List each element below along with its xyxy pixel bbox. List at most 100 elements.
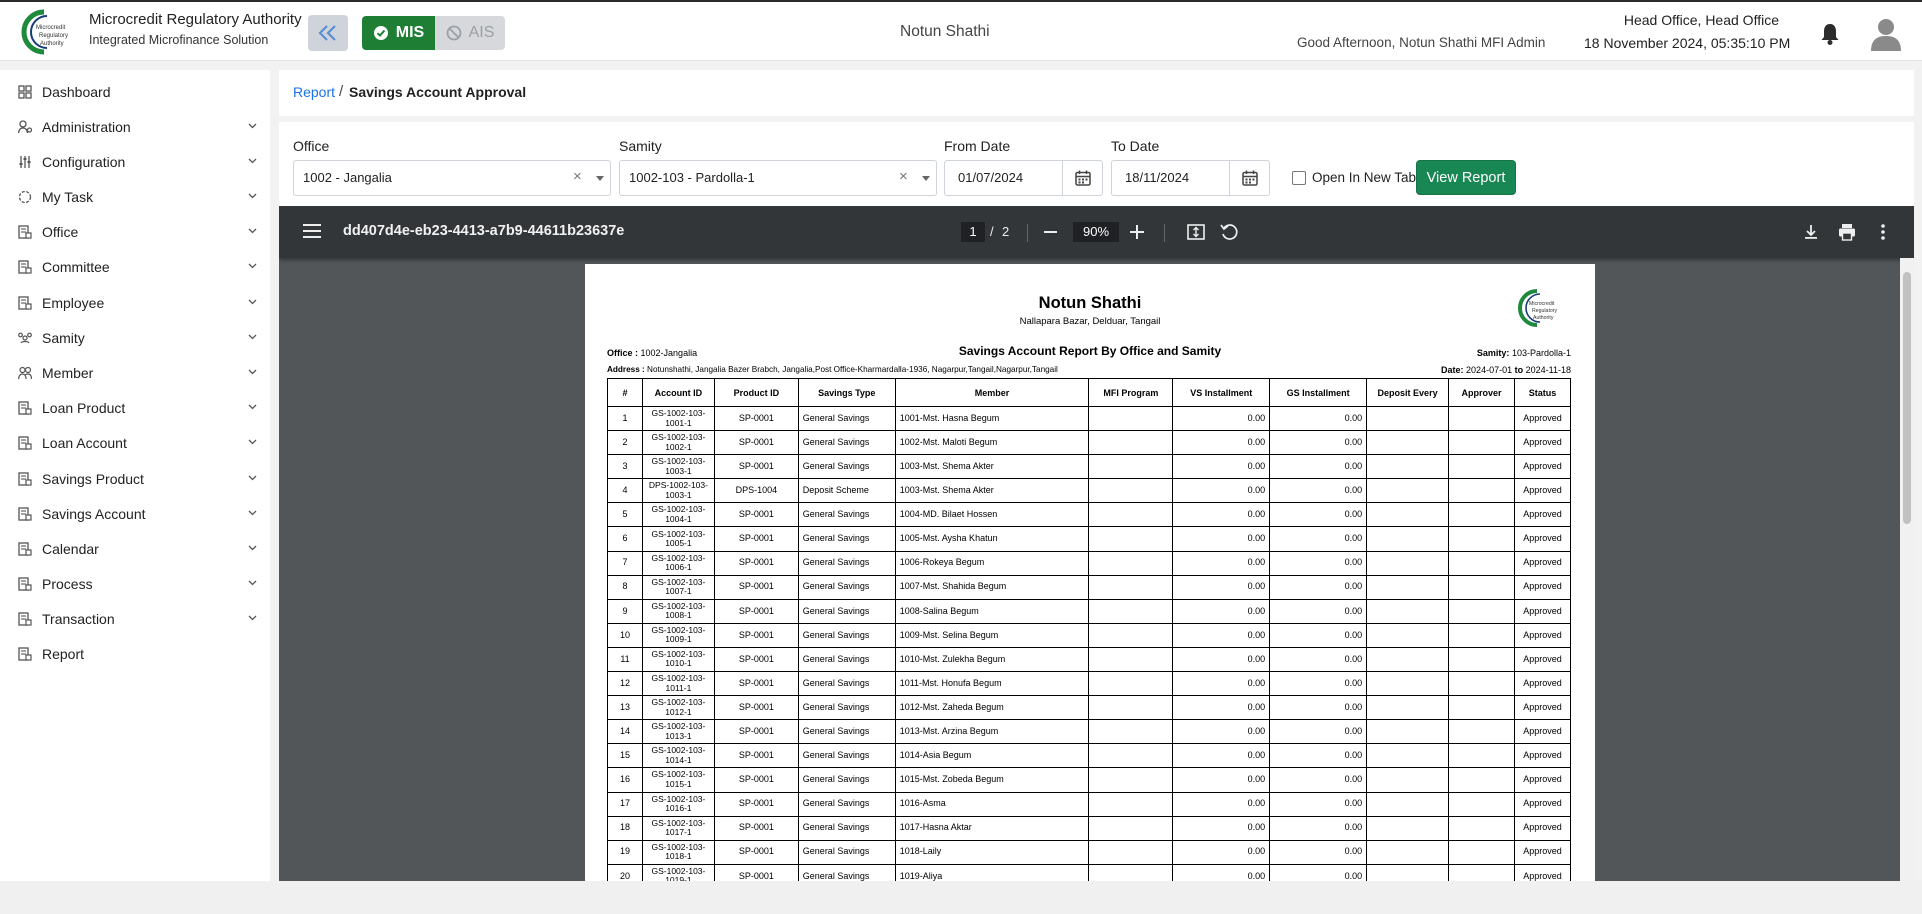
chevron-down-icon[interactable] bbox=[248, 263, 257, 269]
sidebar-item-label: Loan Product bbox=[42, 400, 126, 416]
rotate-icon[interactable] bbox=[1219, 222, 1239, 242]
sidebar-item-committee[interactable]: Committee bbox=[0, 250, 270, 284]
samity-clear-icon[interactable]: × bbox=[899, 168, 908, 185]
ais-toggle-button[interactable]: AIS bbox=[435, 16, 505, 50]
chevron-down-icon[interactable] bbox=[248, 404, 257, 410]
office-select[interactable]: 1002 - Jangalia × bbox=[293, 160, 611, 196]
pdf-scrollbar[interactable] bbox=[1900, 258, 1914, 881]
table-cell: General Savings bbox=[797, 767, 896, 793]
breadcrumb-report-link[interactable]: Report bbox=[293, 84, 336, 100]
table-cell: GS-1002-103-1018-1 bbox=[641, 839, 715, 865]
samity-icon bbox=[18, 332, 32, 344]
sidebar-item-report[interactable]: Report bbox=[0, 637, 270, 671]
sidebar-item-process[interactable]: Process bbox=[0, 567, 270, 601]
zoom-out-icon[interactable] bbox=[1044, 231, 1057, 233]
column-header: MFI Program bbox=[1088, 378, 1174, 407]
from-date-label: From Date bbox=[944, 138, 1011, 154]
table-cell: General Savings bbox=[797, 502, 896, 528]
table-row: 16 GS-1002-103-1015-1 SP-0001 General Savin… bbox=[607, 767, 1572, 793]
sidebar-item-my-task[interactable]: My Task bbox=[0, 180, 270, 214]
chevron-down-icon[interactable] bbox=[248, 123, 257, 129]
chevron-down-icon[interactable] bbox=[248, 615, 257, 621]
page-separator: / bbox=[990, 224, 994, 239]
table-cell: 20 bbox=[607, 863, 643, 881]
user-avatar-icon[interactable] bbox=[1868, 15, 1904, 51]
table-cell bbox=[1448, 526, 1515, 552]
sidebar-item-employee[interactable]: Employee bbox=[0, 286, 270, 320]
table-cell: Approved bbox=[1513, 767, 1572, 793]
chevron-down-icon[interactable] bbox=[248, 158, 257, 164]
table-cell bbox=[1448, 478, 1515, 504]
sidebar-item-savings-account[interactable]: Savings Account bbox=[0, 497, 270, 531]
chevron-down-icon[interactable] bbox=[248, 334, 257, 340]
collapse-sidebar-button[interactable] bbox=[308, 15, 348, 51]
brand-title: Microcredit Regulatory Authority bbox=[89, 11, 302, 28]
table-cell: SP-0001 bbox=[713, 839, 799, 865]
menu-icon[interactable] bbox=[303, 224, 321, 238]
table-cell: SP-0001 bbox=[713, 454, 799, 480]
column-header: Approver bbox=[1448, 378, 1515, 407]
office-caret-down-icon[interactable] bbox=[596, 176, 604, 181]
sidebar-item-administration[interactable]: Administration bbox=[0, 110, 270, 144]
chevron-down-icon[interactable] bbox=[248, 580, 257, 586]
process-icon bbox=[18, 577, 32, 591]
table-cell: 18 bbox=[607, 815, 643, 841]
page-number-input[interactable]: 1 bbox=[961, 222, 985, 242]
view-report-button[interactable]: View Report bbox=[1416, 160, 1516, 195]
sidebar-item-samity[interactable]: Samity bbox=[0, 321, 270, 355]
table-cell bbox=[1366, 767, 1450, 793]
sidebar-item-dashboard[interactable]: Dashboard bbox=[0, 75, 270, 109]
bell-icon[interactable] bbox=[1819, 22, 1841, 46]
svg-text:Authority: Authority bbox=[40, 41, 64, 47]
table-header-row: # Account ID Product ID Savings Type Member M… bbox=[607, 378, 1572, 407]
sidebar-item-member[interactable]: Member bbox=[0, 356, 270, 390]
sidebar-item-configuration[interactable]: Configuration bbox=[0, 145, 270, 179]
to-date-input[interactable]: 18/11/2024 bbox=[1111, 160, 1270, 196]
office-icon bbox=[18, 225, 32, 239]
table-row: 8 GS-1002-103-1007-1 SP-0001 General Saving… bbox=[607, 574, 1572, 600]
table-cell bbox=[1448, 695, 1515, 721]
office-clear-icon[interactable]: × bbox=[573, 168, 582, 185]
from-date-input[interactable]: 01/07/2024 bbox=[944, 160, 1103, 196]
chevron-down-icon[interactable] bbox=[248, 228, 257, 234]
sidebar-item-savings-product[interactable]: Savings Product bbox=[0, 462, 270, 496]
table-cell: Approved bbox=[1513, 550, 1572, 576]
from-date-calendar-button[interactable] bbox=[1062, 161, 1102, 195]
table-row: 14 GS-1002-103-1013-1 SP-0001 General Savin… bbox=[607, 719, 1572, 745]
sidebar-item-transaction[interactable]: Transaction bbox=[0, 602, 270, 636]
chevron-down-icon[interactable] bbox=[248, 475, 257, 481]
open-in-new-tab-checkbox[interactable] bbox=[1292, 171, 1306, 185]
sidebar-item-calendar[interactable]: Calendar bbox=[0, 532, 270, 566]
mis-toggle-button[interactable]: MIS bbox=[362, 16, 435, 50]
samity-select[interactable]: 1002-103 - Pardolla-1 × bbox=[619, 160, 937, 196]
sidebar-item-office[interactable]: Office bbox=[0, 215, 270, 249]
download-icon[interactable] bbox=[1801, 222, 1821, 242]
open-in-new-tab-label[interactable]: Open In New Tab bbox=[1312, 170, 1417, 185]
samity-caret-down-icon[interactable] bbox=[922, 176, 930, 181]
table-cell: 7 bbox=[607, 550, 643, 576]
chevron-down-icon[interactable] bbox=[248, 439, 257, 445]
table-cell: 1014-Asia Begum bbox=[894, 743, 1090, 769]
fit-page-icon[interactable] bbox=[1186, 222, 1206, 242]
table-cell: SP-0001 bbox=[713, 791, 799, 817]
to-date-calendar-button[interactable] bbox=[1229, 161, 1269, 195]
svg-text:Regulatory: Regulatory bbox=[1532, 308, 1557, 314]
chevron-down-icon[interactable] bbox=[248, 510, 257, 516]
sidebar-item-loan-product[interactable]: Loan Product bbox=[0, 391, 270, 425]
samity-label: Samity bbox=[619, 138, 662, 154]
table-cell: 0.00 bbox=[1269, 839, 1368, 865]
table-cell: General Savings bbox=[797, 646, 896, 673]
more-options-icon[interactable] bbox=[1873, 222, 1893, 242]
chevron-down-icon[interactable] bbox=[248, 299, 257, 305]
table-cell bbox=[1448, 598, 1515, 624]
pdf-scrollbar-thumb[interactable] bbox=[1903, 272, 1911, 524]
zoom-level-input[interactable]: 90% bbox=[1073, 222, 1119, 242]
chevron-down-icon[interactable] bbox=[248, 545, 257, 551]
sidebar-item-label: My Task bbox=[42, 189, 94, 205]
print-icon[interactable] bbox=[1837, 222, 1857, 242]
sidebar-item-loan-account[interactable]: Loan Account bbox=[0, 426, 270, 460]
zoom-in-icon[interactable] bbox=[1130, 225, 1144, 239]
chevron-down-icon[interactable] bbox=[248, 193, 257, 199]
table-cell bbox=[1088, 646, 1174, 673]
chevron-down-icon[interactable] bbox=[248, 369, 257, 375]
